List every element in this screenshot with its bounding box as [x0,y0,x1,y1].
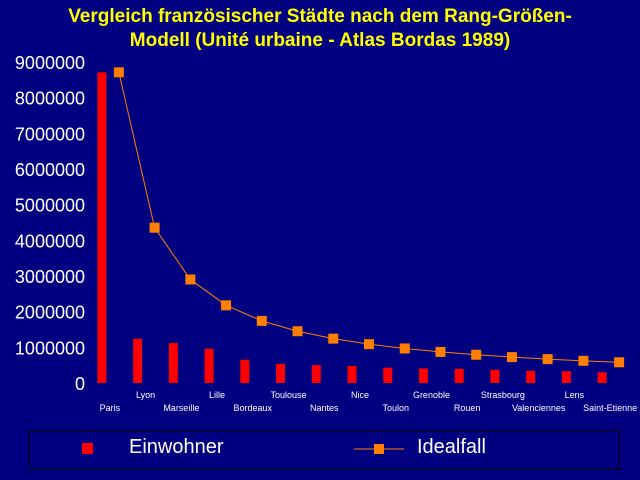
y-tick-label: 5000000 [15,196,85,216]
x-tick-label: Valenciennes [512,403,566,413]
line-marker [292,326,303,337]
line-marker [435,346,446,357]
legend-bar-swatch [82,443,93,454]
bar [383,367,393,383]
y-axis: 0 1000000 2000000 3000000 4000000 5000000 6000… [15,53,85,394]
x-tick-label: Lille [209,390,225,400]
line-marker [471,349,482,360]
x-tick-label: Rouen [454,403,481,413]
bar [204,348,214,383]
line-series [113,67,625,368]
bar [490,369,500,383]
legend-label-einwohner: Einwohner [129,436,224,458]
y-tick-label: 2000000 [15,303,85,323]
bar [418,368,428,383]
line-marker [399,343,410,354]
x-tick-label: Toulouse [271,390,307,400]
line-marker [328,333,339,344]
x-tick-label: Lyon [136,390,155,400]
y-tick-label: 9000000 [15,53,85,73]
bar [276,363,286,383]
bar [311,365,321,383]
line-marker [221,300,232,311]
x-tick-label: Nantes [310,403,339,413]
x-tick-label: Bordeaux [234,403,273,413]
y-tick-label: 8000000 [15,89,85,109]
legend: Einwohner Idealfall [28,430,620,470]
y-tick-label: 1000000 [15,338,85,358]
y-tick-label: 4000000 [15,231,85,251]
line-marker [578,355,589,366]
bar [97,72,107,384]
bar-series [97,72,607,384]
x-tick-label: Marseille [163,403,199,413]
legend-label-idealfall: Idealfall [417,436,486,458]
line-marker [185,274,196,285]
bar [133,338,143,383]
x-tick-label: Grenoble [413,390,450,400]
line-marker [506,352,517,363]
bar [347,365,357,383]
line-marker [113,67,124,78]
bar [561,371,571,383]
chart-title: Vergleich französischer Städte nach dem … [0,5,640,53]
line-marker [256,315,267,326]
y-tick-label: 0 [75,374,85,394]
x-tick-label: Toulon [382,403,409,413]
x-tick-label: Saint-Etienne [583,403,637,413]
x-tick-label: Nice [351,390,369,400]
y-tick-label: 3000000 [15,267,85,287]
bar [168,343,178,383]
line-marker [149,222,160,233]
series-line [118,72,620,363]
bar [454,368,464,383]
line-marker [364,339,374,350]
x-tick-label: Strasbourg [481,390,525,400]
x-tick-label: Paris [100,403,121,413]
line-marker [542,354,553,365]
y-tick-label: 7000000 [15,124,85,144]
chart-title-line-1: Vergleich französischer Städte nach dem … [68,6,572,27]
bar [597,372,607,383]
y-tick-label: 6000000 [15,160,85,180]
legend-line-swatch [354,444,404,454]
bar [526,370,536,383]
x-tick-label: Lens [565,390,585,400]
line-marker [614,357,625,368]
x-axis-labels: ParisLyonMarseilleLilleBordeauxToulouseN… [100,390,638,413]
chart-title-line-2: Modell (Unité urbaine - Atlas Bordas 198… [129,30,511,51]
chart-plot: 0 1000000 2000000 3000000 4000000 5000000 6000… [15,53,638,413]
bar [240,359,250,383]
